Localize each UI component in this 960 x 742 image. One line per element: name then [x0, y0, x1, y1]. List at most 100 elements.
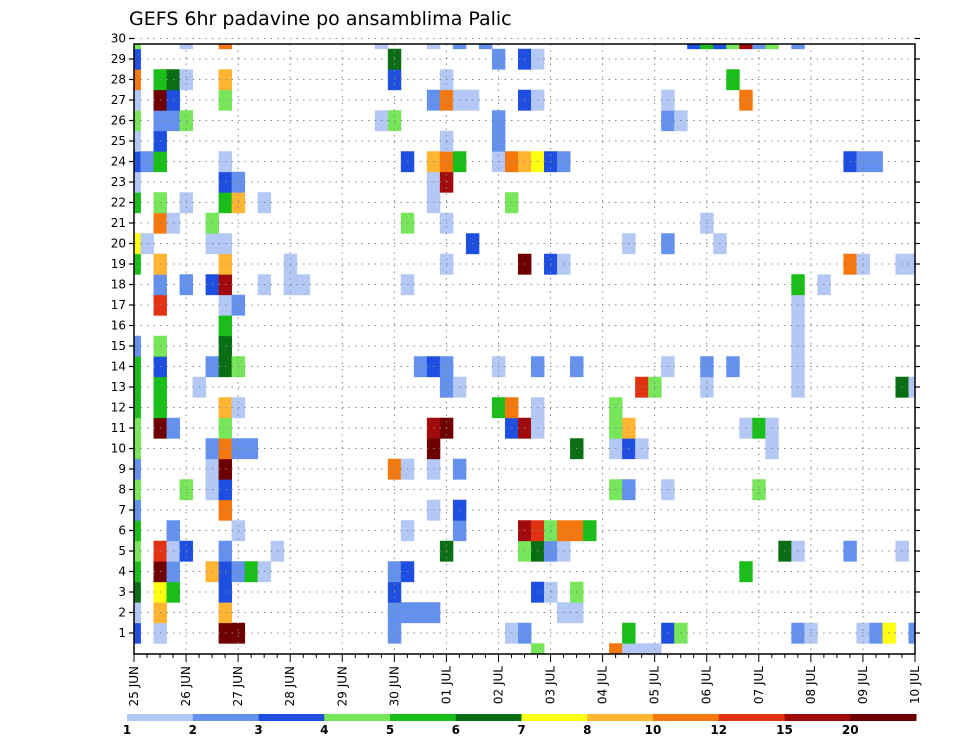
x-tick-label: 29 JUN — [335, 666, 349, 706]
heatmap-cell — [134, 253, 141, 275]
x-tick-label: 28 JUN — [283, 666, 297, 706]
heatmap-cell — [791, 44, 805, 50]
heatmap-cell — [374, 44, 389, 50]
colorbar-swatch — [653, 714, 720, 721]
heatmap-cell — [134, 151, 141, 173]
heatmap-cell — [134, 69, 141, 91]
y-tick-label: 21 — [111, 216, 126, 230]
y-tick-label: 11 — [111, 421, 126, 435]
colorbar-swatch — [455, 714, 522, 721]
heatmap-cell — [134, 44, 141, 50]
heatmap-cell — [134, 335, 141, 357]
y-tick-label: 27 — [111, 93, 126, 107]
heatmap-cell — [134, 540, 141, 562]
y-tick-label: 20 — [111, 237, 126, 251]
heatmap-cell — [908, 376, 916, 398]
heatmap-cell — [179, 44, 193, 50]
colorbar-label: 4 — [320, 723, 328, 737]
heatmap-cell — [713, 44, 727, 50]
heatmap-cell — [134, 417, 141, 439]
y-tick-label: 29 — [111, 52, 126, 66]
heatmap-cell — [134, 479, 141, 501]
colorbar-label: 20 — [842, 723, 859, 737]
x-tick-label: 06 JUL — [700, 666, 714, 704]
heatmap-cell — [134, 581, 141, 603]
colorbar-swatch — [587, 714, 654, 721]
x-axis: 25 JUN 26 JUN 27 JUN 28 JUN 29 JUN 30 JUN 01 J… — [127, 654, 922, 706]
y-tick-label: 19 — [111, 257, 126, 271]
heatmap-cell — [700, 44, 714, 50]
heatmap-cell — [687, 44, 701, 50]
x-tick-label: 04 JUL — [596, 666, 610, 704]
y-tick-label: 16 — [111, 319, 126, 333]
heatmap-cell — [134, 356, 141, 378]
y-tick-label: 7 — [118, 503, 126, 517]
colorbar-label: 8 — [583, 723, 591, 737]
y-tick-label: 22 — [111, 196, 126, 210]
heatmap-cell — [134, 438, 141, 460]
y-tick-label: 18 — [111, 278, 126, 292]
heatmap-cell — [134, 130, 141, 152]
heatmap-cell — [134, 233, 141, 255]
heatmap-cell — [134, 89, 141, 111]
x-tick-label: 08 JUL — [804, 666, 818, 704]
colorbar-legend: 1 2 3 4 5 6 7 8 10 12 15 20 — [123, 714, 917, 737]
heatmap-cell — [635, 643, 649, 655]
heatmap-cell — [134, 622, 141, 644]
x-tick-label: 01 JUL — [439, 666, 453, 704]
heatmap-cell — [739, 44, 753, 50]
x-tick-label: 27 JUN — [231, 666, 245, 706]
colorbar-label: 2 — [189, 723, 197, 737]
heatmap-cell — [609, 643, 623, 655]
colorbar-label: 3 — [254, 723, 262, 737]
heatmap-cell — [908, 253, 916, 275]
colorbar-swatch — [324, 714, 391, 721]
heatmap-cell — [478, 44, 493, 50]
x-tick-label: 09 JUL — [856, 666, 870, 704]
colorbar-swatch — [850, 714, 917, 721]
x-tick-label: 03 JUL — [544, 666, 558, 704]
x-tick-label: 02 JUL — [491, 666, 505, 704]
y-tick-label: 4 — [118, 565, 126, 579]
heatmap-cell — [134, 520, 141, 542]
colorbar-label: 7 — [517, 723, 525, 737]
x-tick-label: 05 JUL — [648, 666, 662, 704]
colorbar-swatch — [258, 714, 325, 721]
heatmap-cell — [134, 602, 141, 624]
y-tick-label: 30 — [111, 32, 126, 46]
colorbar-swatch — [390, 714, 457, 721]
y-tick-label: 9 — [118, 462, 126, 476]
y-tick-label: 3 — [118, 585, 126, 599]
y-tick-label: 1 — [118, 626, 126, 640]
colorbar-label: 1 — [123, 723, 131, 737]
y-axis: 1234567891011121314151617181920212223242… — [111, 32, 920, 640]
plot-gridlines — [134, 38, 915, 654]
colorbar-swatch — [192, 714, 259, 721]
heatmap-cell — [765, 44, 779, 50]
colorbar-label: 6 — [452, 723, 460, 737]
heatmap-cell — [622, 643, 636, 655]
heatmap-cell — [426, 44, 441, 50]
y-tick-label: 15 — [111, 339, 126, 353]
heatmap-cell — [134, 110, 141, 132]
y-tick-label: 24 — [111, 155, 126, 169]
y-tick-label: 23 — [111, 175, 126, 189]
colorbar-swatch — [521, 714, 588, 721]
colorbar-label: 12 — [710, 723, 727, 737]
y-tick-label: 13 — [111, 380, 126, 394]
y-tick-label: 17 — [111, 298, 126, 312]
x-tick-label: 25 JUN — [127, 666, 141, 706]
chart-title: GEFS 6hr padavine po ansamblima Palic — [129, 8, 512, 30]
y-tick-label: 26 — [111, 114, 126, 128]
heatmap-cell — [134, 458, 141, 480]
heatmap-cells — [134, 44, 916, 655]
x-tick-label: 07 JUL — [752, 666, 766, 704]
colorbar-swatch — [127, 714, 194, 721]
y-tick-label: 14 — [111, 360, 126, 374]
heatmap-cell — [726, 44, 740, 50]
colorbar-label: 15 — [776, 723, 793, 737]
x-tick-label: 30 JUN — [387, 666, 401, 706]
heatmap-cell — [134, 192, 141, 214]
x-tick-label: 10 JUL — [908, 666, 922, 704]
